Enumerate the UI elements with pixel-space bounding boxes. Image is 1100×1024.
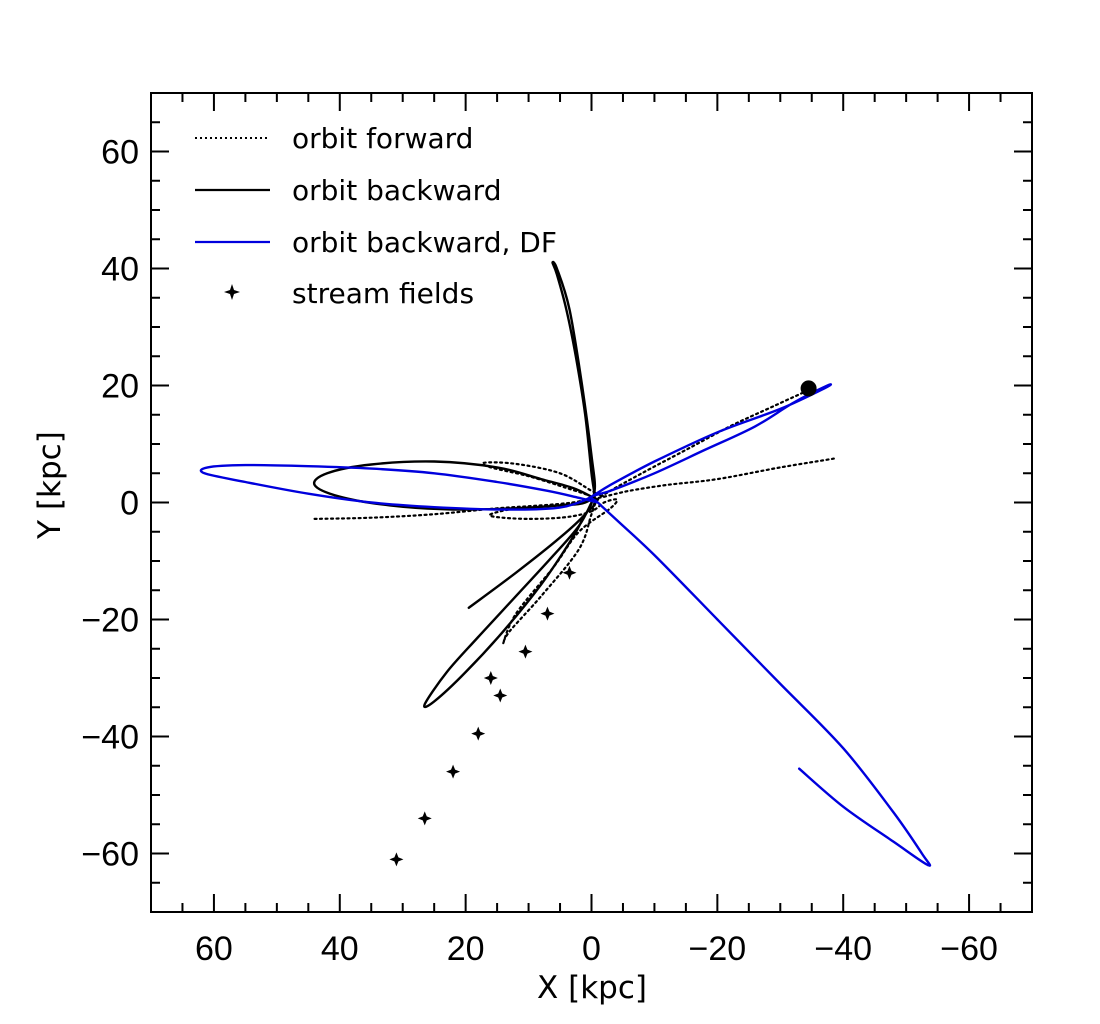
plot-frame [150, 92, 1033, 913]
x-tick-label: −60 [940, 930, 998, 968]
legend-label-orbit-backward: orbit backward [292, 174, 501, 207]
series-line-orbit-forward [488, 389, 835, 645]
x-tick-label: −20 [689, 930, 747, 968]
series-line-orbit-backward [312, 260, 599, 709]
stream-field-marker [518, 644, 533, 659]
stream-field-marker [471, 726, 486, 741]
stream-field-marker [483, 671, 498, 685]
legend: orbit forward orbit backward orbit backw… [195, 122, 557, 310]
y-axis-title: Y [kpc] [32, 431, 68, 540]
y-tick-label: 20 [101, 368, 139, 406]
legend-label-orbit-forward: orbit forward [292, 122, 473, 155]
y-tick-label: −20 [81, 602, 139, 640]
tick-labels: 60 40 20 0 −20 −40 −60 60 40 20 0 −20 −40 −60 [81, 134, 998, 969]
axis-ticks [151, 93, 1032, 912]
stream-field-marker [562, 565, 577, 580]
x-axis-title: X [kpc] [537, 970, 647, 1006]
legend-marker-stream-fields [224, 284, 240, 300]
legend-label-stream-fields: stream fields [292, 277, 474, 310]
x-tick-label: 40 [321, 930, 359, 968]
y-tick-label: −60 [81, 836, 139, 874]
stream-field-marker [389, 852, 404, 867]
series-line-orbit-backward-df [199, 383, 932, 867]
x-tick-label: 0 [582, 930, 601, 968]
legend-label-orbit-backward-df: orbit backward, DF [292, 226, 557, 259]
x-tick-label: 20 [447, 930, 485, 968]
current-position-marker [800, 380, 817, 397]
chart-series [199, 260, 932, 867]
y-tick-label: 0 [120, 485, 139, 523]
stream-field-marker [446, 764, 461, 779]
y-tick-label: 60 [101, 134, 139, 172]
stream-field-marker [417, 811, 432, 826]
stream-field-marker [540, 606, 555, 621]
x-tick-label: 60 [195, 930, 233, 968]
chart-markers [389, 380, 817, 867]
y-tick-label: 40 [101, 251, 139, 289]
y-tick-label: −40 [81, 719, 139, 757]
stream-field-marker [493, 688, 508, 703]
x-tick-label: −40 [814, 930, 872, 968]
